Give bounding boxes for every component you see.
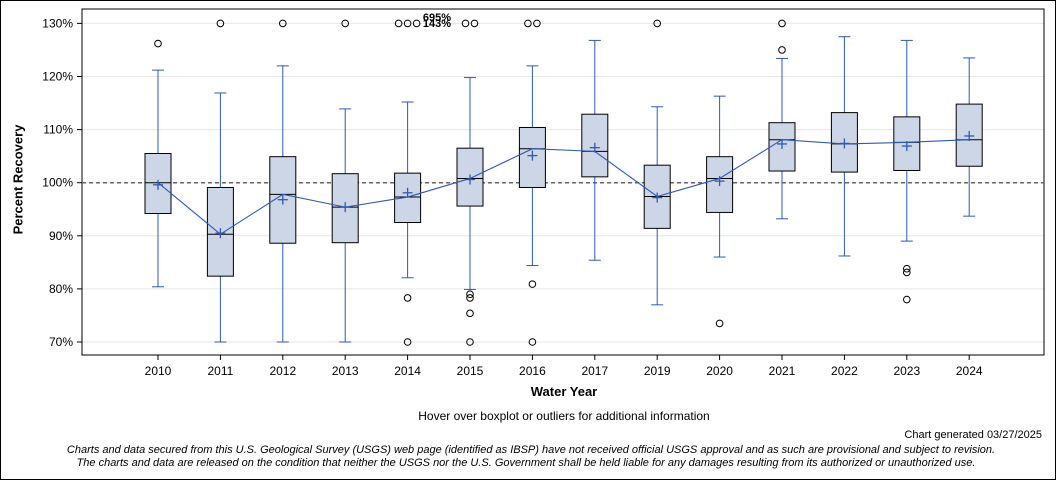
outlier-point[interactable] bbox=[279, 19, 287, 28]
offscale-annotation: 143% bbox=[423, 18, 451, 30]
outlier-point[interactable] bbox=[533, 19, 541, 28]
outlier-point[interactable] bbox=[903, 264, 911, 273]
x-tick-label: 2020 bbox=[706, 364, 733, 378]
offscale-annotation: 695% bbox=[423, 12, 451, 24]
outlier-point[interactable] bbox=[903, 268, 911, 277]
y-axis-label: Percent Recovery bbox=[10, 124, 26, 235]
outlier-point[interactable] bbox=[528, 280, 537, 288]
x-tick-label: 2015 bbox=[457, 364, 484, 378]
x-tick-label: 2021 bbox=[769, 364, 796, 378]
outlier-point[interactable] bbox=[466, 338, 474, 346]
x-tick-label: 2023 bbox=[893, 364, 920, 378]
plot-border bbox=[81, 8, 1045, 356]
outlier-point[interactable] bbox=[403, 338, 412, 346]
outlier-point[interactable] bbox=[715, 319, 724, 328]
x-tick-label: 2024 bbox=[956, 364, 983, 378]
outlier-point[interactable] bbox=[528, 338, 537, 346]
x-tick-label: 2019 bbox=[644, 364, 671, 378]
outlier-point[interactable] bbox=[412, 19, 421, 28]
outlier-point[interactable] bbox=[778, 46, 786, 54]
outlier-point[interactable] bbox=[470, 19, 479, 28]
box-iqr[interactable] bbox=[394, 172, 422, 224]
x-tick-label: 2017 bbox=[581, 364, 608, 378]
y-tick-label: 120% bbox=[42, 70, 73, 84]
outlier-point[interactable] bbox=[466, 290, 474, 299]
median-trend-line bbox=[157, 139, 970, 235]
outlier-point[interactable] bbox=[216, 19, 225, 28]
y-tick-label: 110% bbox=[43, 123, 73, 137]
x-tick-label: 2014 bbox=[394, 364, 421, 378]
y-tick-label: 100% bbox=[42, 176, 73, 190]
outlier-point[interactable] bbox=[778, 19, 786, 28]
x-tick-label: 2013 bbox=[332, 364, 359, 378]
box-iqr[interactable] bbox=[331, 173, 359, 244]
outlier-point[interactable] bbox=[341, 19, 350, 28]
outlier-point[interactable] bbox=[461, 19, 470, 28]
disclaimer-line-2: The charts and data are released on the … bbox=[76, 457, 976, 469]
outlier-point[interactable] bbox=[653, 19, 662, 28]
x-tick-label: 2010 bbox=[145, 364, 172, 378]
outlier-point[interactable] bbox=[403, 19, 412, 28]
outlier-point[interactable] bbox=[524, 19, 532, 28]
y-tick-label: 80% bbox=[49, 282, 73, 296]
x-tick-label: 2022 bbox=[831, 364, 858, 378]
outlier-point[interactable] bbox=[394, 19, 403, 28]
y-tick-label: 90% bbox=[49, 229, 73, 243]
x-tick-label: 2016 bbox=[519, 364, 546, 378]
outlier-point[interactable] bbox=[903, 295, 911, 304]
outlier-point[interactable] bbox=[154, 39, 162, 48]
y-tick-label: 70% bbox=[49, 335, 73, 349]
y-tick-label: 130% bbox=[42, 16, 73, 30]
hover-hint: Hover over boxplot or outliers for addit… bbox=[418, 409, 710, 423]
x-tick-label: 2011 bbox=[207, 364, 233, 378]
x-axis-label: Water Year bbox=[530, 384, 598, 399]
generated-date: Chart generated 03/27/2025 bbox=[904, 429, 1042, 441]
box-iqr[interactable] bbox=[581, 113, 609, 178]
outlier-point[interactable] bbox=[466, 309, 474, 318]
outlier-point[interactable] bbox=[466, 294, 474, 302]
disclaimer-line-1: Charts and data secured from this U.S. G… bbox=[66, 444, 996, 456]
plot-area: 70% 80% 90% 100% 110% 120% 130% 2010 2011 2012 201… bbox=[42, 8, 1045, 378]
outlier-point[interactable] bbox=[403, 294, 412, 302]
x-tick-label: 2012 bbox=[269, 364, 296, 378]
